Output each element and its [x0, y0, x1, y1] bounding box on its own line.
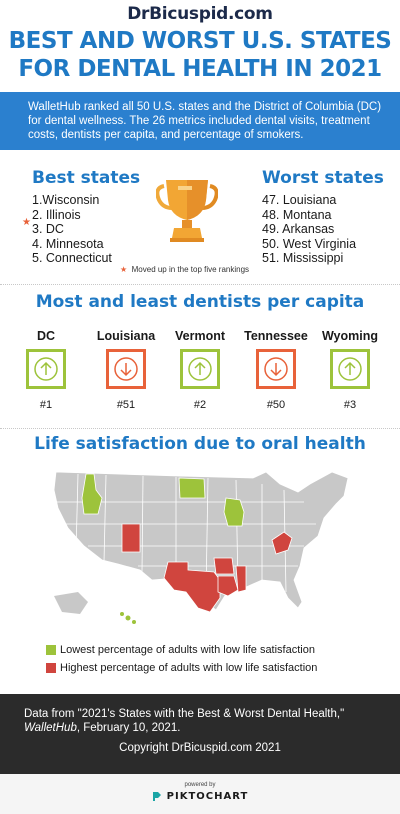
- down-arrow-box: [256, 349, 296, 389]
- dentist-card: Wyoming #3: [318, 329, 382, 411]
- best-state-item: 1.Wisconsin: [32, 193, 100, 207]
- up-arrow-box: [330, 349, 370, 389]
- hawaii-island: [125, 615, 131, 621]
- piktochart-wordmark: PIKTOCHART: [166, 791, 249, 802]
- arrow-up-icon: [338, 357, 362, 381]
- star-note: ★ Moved up in the top five rankings: [120, 265, 249, 274]
- star-icon: ★: [22, 217, 31, 228]
- louisiana-state: [217, 575, 239, 597]
- best-state-item: 5. Connecticut: [32, 251, 112, 265]
- worst-state-item: 50. West Virginia: [262, 236, 357, 251]
- title-line-1: BEST AND WORST U.S. STATES: [8, 28, 392, 54]
- wisconsin-state: [223, 497, 245, 527]
- idaho-state: [81, 473, 103, 515]
- powered-by-text: powered by: [184, 782, 216, 788]
- page-title: BEST AND WORST U.S. STATES FOR DENTAL HE…: [0, 27, 400, 83]
- dentists-heading: Most and least dentists per capita: [35, 292, 365, 312]
- down-arrow-box: [106, 349, 146, 389]
- source-publisher: WalletHub: [24, 721, 77, 734]
- arrow-up-icon: [188, 357, 212, 381]
- worst-state-item: 49. Arkansas: [262, 222, 335, 236]
- state-rank: #51: [116, 399, 136, 411]
- life-heading: Life satisfaction due to oral health: [34, 434, 366, 454]
- dentist-card: Vermont #2: [174, 329, 226, 411]
- best-states-heading: Best states: [32, 168, 141, 188]
- state-name: Tennessee: [244, 329, 308, 343]
- dentist-card: Tennessee #50: [240, 329, 312, 411]
- intro-banner: WalletHub ranked all 50 U.S. states and …: [0, 92, 400, 150]
- dentist-card: Louisiana #51: [94, 329, 158, 411]
- trophy-icon: [156, 180, 218, 242]
- brand-name: DrBicuspid.com: [127, 4, 273, 24]
- up-arrow-box: [26, 349, 66, 389]
- worst-states-heading: Worst states: [262, 168, 384, 188]
- arrow-down-icon: [114, 357, 138, 381]
- legend-swatch-green: [46, 645, 56, 655]
- divider: [0, 428, 400, 429]
- source-line: Data from "2021's States with the Best &…: [24, 708, 345, 720]
- worst-states-list: 47. Louisiana 48. Montana 49. Arkansas 5…: [262, 193, 356, 266]
- legend-high: Highest percentage of adults with low li…: [46, 662, 317, 674]
- north-dakota-state: [178, 477, 206, 499]
- state-name: Louisiana: [96, 329, 156, 343]
- divider: [0, 284, 400, 285]
- arrow-down-icon: [264, 357, 288, 381]
- alaska-state: [54, 592, 88, 614]
- utah-state: [121, 523, 141, 553]
- best-state-item: 3. DC: [32, 222, 64, 236]
- footer: Data from "2021's States with the Best &…: [0, 694, 400, 814]
- star-icon: ★: [120, 265, 128, 274]
- best-state-item: 2. Illinois: [32, 207, 81, 222]
- west-virginia-state: [271, 531, 293, 555]
- legend-swatch-red: [46, 663, 56, 673]
- legend-low-text: Lowest percentage of adults with low lif…: [60, 644, 315, 656]
- texas-state: [163, 561, 221, 613]
- dentist-card: DC #1: [26, 329, 66, 411]
- mississippi-state: [235, 565, 247, 593]
- legend-low: Lowest percentage of adults with low lif…: [46, 644, 315, 656]
- worst-state-item: 51. Mississippi: [262, 251, 344, 265]
- footer-source: Data from "2021's States with the Best &…: [24, 708, 384, 735]
- footer-copyright: Copyright DrBicuspid.com 2021: [119, 742, 281, 754]
- state-name: Vermont: [174, 329, 225, 343]
- star-note-text: Moved up in the top five rankings: [131, 265, 250, 274]
- state-rank: #1: [39, 399, 53, 411]
- piktochart-icon: [152, 792, 161, 801]
- state-rank: #2: [193, 399, 207, 411]
- legend-high-text: Highest percentage of adults with low li…: [60, 662, 318, 674]
- state-rank: #50: [266, 399, 286, 411]
- mainland-shape: [53, 471, 349, 611]
- title-line-2: FOR DENTAL HEALTH IN 2021: [18, 56, 382, 82]
- best-state-item: 4. Minnesota: [32, 236, 104, 251]
- worst-state-item: 48. Montana: [262, 207, 332, 222]
- state-rank: #3: [343, 399, 357, 411]
- hawaii-island: [120, 612, 124, 616]
- state-name: Wyoming: [321, 329, 379, 343]
- up-arrow-box: [180, 349, 220, 389]
- piktochart-logo: PIKTOCHART: [0, 791, 400, 802]
- piktochart-bar[interactable]: powered by PIKTOCHART: [0, 774, 400, 814]
- state-name: DC: [36, 329, 56, 343]
- hawaii-island: [132, 620, 136, 624]
- worst-state-item: 47. Louisiana: [262, 193, 337, 207]
- us-map: [53, 471, 349, 624]
- dentists-row: DC #1 Louisiana #51 Vermont #2 Tennessee…: [0, 329, 400, 419]
- best-states-list: 1.Wisconsin 2. Illinois 3. DC 4. Minneso…: [32, 193, 112, 266]
- arrow-up-icon: [34, 357, 58, 381]
- source-date: , February 10, 2021.: [76, 721, 181, 734]
- arkansas-state: [213, 557, 235, 575]
